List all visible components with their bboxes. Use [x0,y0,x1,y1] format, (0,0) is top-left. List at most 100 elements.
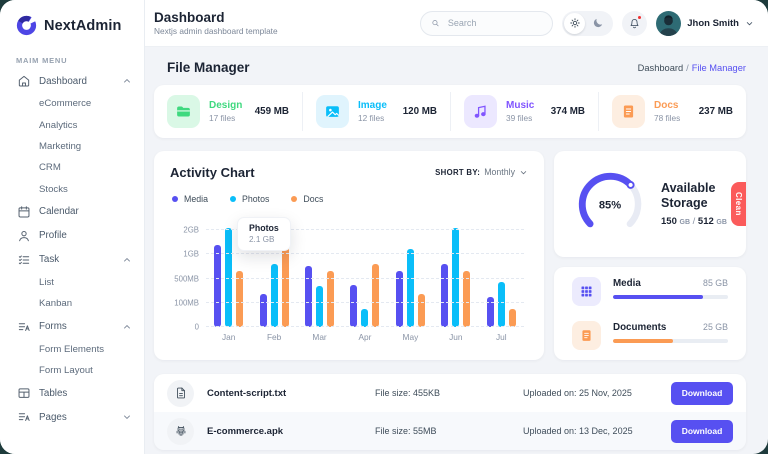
usage-row-media: Media 85 GB [572,277,728,306]
file-type-icon-box [167,417,194,445]
file-row-e-commerce-apk: E-commerce.apk File size: 55MB Uploaded on… [154,412,746,450]
user-menu[interactable]: Jhon Smith [656,10,754,36]
bar-photos-jan[interactable] [225,227,233,327]
breadcrumb-root[interactable]: Dashboard [637,62,684,73]
dark-mode-button[interactable] [586,17,610,29]
sidebar-item-calendar[interactable]: Calendar [0,200,144,224]
sidebar-subitem-ecommerce[interactable]: eCommerce [0,93,144,114]
usage-value: 85 GB [703,278,728,288]
usage-body: Documents 25 GB [613,321,728,343]
sidebar-item-dashboard[interactable]: Dashboard [0,69,144,93]
bar-photos-may[interactable] [406,249,414,327]
bar-docs-may[interactable] [417,293,425,327]
sidebar-nav: Dashboard eCommerce Analytics Marketing CRM S… [0,69,144,454]
sidebar-item-task[interactable]: Task [0,248,144,272]
bar-media-mar[interactable] [305,266,313,327]
download-button[interactable]: Download [671,381,733,405]
bar-media-apr[interactable] [350,284,358,327]
stat-text: Music 39 files [506,100,534,123]
topbar-actions: Jhon Smith [420,10,754,36]
download-button[interactable]: Download [671,419,733,443]
bar-media-may[interactable] [395,271,403,327]
bar-media-jul[interactable] [486,296,494,327]
stat-music[interactable]: Music 39 files 374 MB [450,92,598,131]
sidebar-subitem-analytics[interactable]: Analytics [0,114,144,135]
sidebar-subitem-crm[interactable]: CRM [0,157,144,178]
bar-docs-jun[interactable] [463,271,471,327]
files-card: Content-script.txt File size: 455KB Upload… [154,374,746,450]
usage-progress-track [613,339,728,343]
usage-icon-box [572,277,601,306]
sidebar-subitem-label: Analytics [39,119,78,131]
legend-label: Docs [303,194,324,204]
sidebar-item-label: Pages [39,411,67,423]
sidebar-subitem-list[interactable]: List [0,272,144,293]
bar-media-feb[interactable] [259,293,267,327]
checklist-icon [17,253,31,267]
search-icon [431,18,440,28]
legend-item-media[interactable]: Media [172,194,208,204]
clean-button[interactable]: Clean [731,182,746,226]
stat-file-count: 17 files [209,113,236,123]
sidebar-subitem-kanban[interactable]: Kanban [0,293,144,314]
bar-group-jul [479,230,524,327]
bar-media-jan[interactable] [214,244,222,327]
brand-name: NextAdmin [44,17,122,34]
sidebar-item-tables[interactable]: Tables [0,381,144,405]
stat-image[interactable]: Image 12 files 120 MB [302,92,450,131]
file-uploaded-date: Uploaded on: 25 Nov, 2025 [523,388,632,398]
bar-docs-jan[interactable] [236,271,244,327]
bar-photos-mar[interactable] [316,285,324,327]
bar-docs-mar[interactable] [327,271,335,327]
light-mode-button[interactable] [564,12,586,34]
sidebar-item-pages[interactable]: Pages [0,405,144,429]
gridline [206,326,524,327]
sidebar-item-forms[interactable]: Forms [0,315,144,339]
bar-docs-jul[interactable] [508,308,516,327]
search-input[interactable] [445,17,543,29]
storage-total: 512 [697,216,714,227]
svg-text:85%: 85% [599,199,621,211]
sidebar-subitem-form-elements[interactable]: Form Elements [0,339,144,360]
bar-photos-apr[interactable] [361,308,369,327]
file-size: File size: 455KB [375,388,441,398]
storage-card: 85% Available Storage 150 GB / 512 GB [554,151,746,257]
sidebar-subitem-form-layout[interactable]: Form Layout [0,360,144,381]
notifications-button[interactable] [622,10,648,36]
bar-photos-jun[interactable] [452,227,460,327]
main-menu-label: MAIM MENU [16,56,68,65]
legend-item-photos[interactable]: Photos [229,194,269,204]
bar-docs-apr[interactable] [372,263,380,327]
stat-size: 237 MB [698,106,733,117]
stat-docs[interactable]: Docs 78 files 237 MB [598,92,746,131]
usage-value: 25 GB [703,322,728,332]
usage-row-documents: Documents 25 GB [572,321,728,350]
sidebar-subitem-label: Kanban [39,298,73,310]
bar-photos-feb[interactable] [270,263,278,327]
sort-by-select[interactable]: SHORT BY: Monthly [435,167,528,177]
sidebar-item-profile[interactable]: Profile [0,224,144,248]
activity-chart-card: Activity Chart SHORT BY: Monthly Media Ph… [154,151,544,360]
chevron-up-icon [122,322,132,332]
sidebar-subitem-stocks[interactable]: Stocks [0,179,144,200]
bar-media-jun[interactable] [441,263,449,327]
sidebar-subitem-label: Form Elements [39,343,105,355]
gridline [206,253,524,255]
gridline [206,229,524,230]
music-icon [472,103,489,120]
forms-icon [17,320,31,334]
theme-toggle[interactable] [562,10,614,36]
search-box[interactable] [420,10,554,36]
bar-group-may [388,230,433,327]
logo[interactable]: NextAdmin [0,0,144,48]
bar-docs-feb[interactable] [281,246,289,327]
bar-photos-jul[interactable] [497,281,505,327]
gauge-svg: 85% [578,172,642,228]
legend-item-docs[interactable]: Docs [291,194,323,204]
sidebar-subitem-marketing[interactable]: Marketing [0,136,144,157]
breadcrumb-current[interactable]: File Manager [691,62,746,73]
tooltip-value: 2.1 GB [249,235,275,244]
usage-progress-fill [613,339,673,343]
stat-design[interactable]: Design 17 files 459 MB [154,92,302,131]
x-axis-label: Feb [266,332,282,342]
